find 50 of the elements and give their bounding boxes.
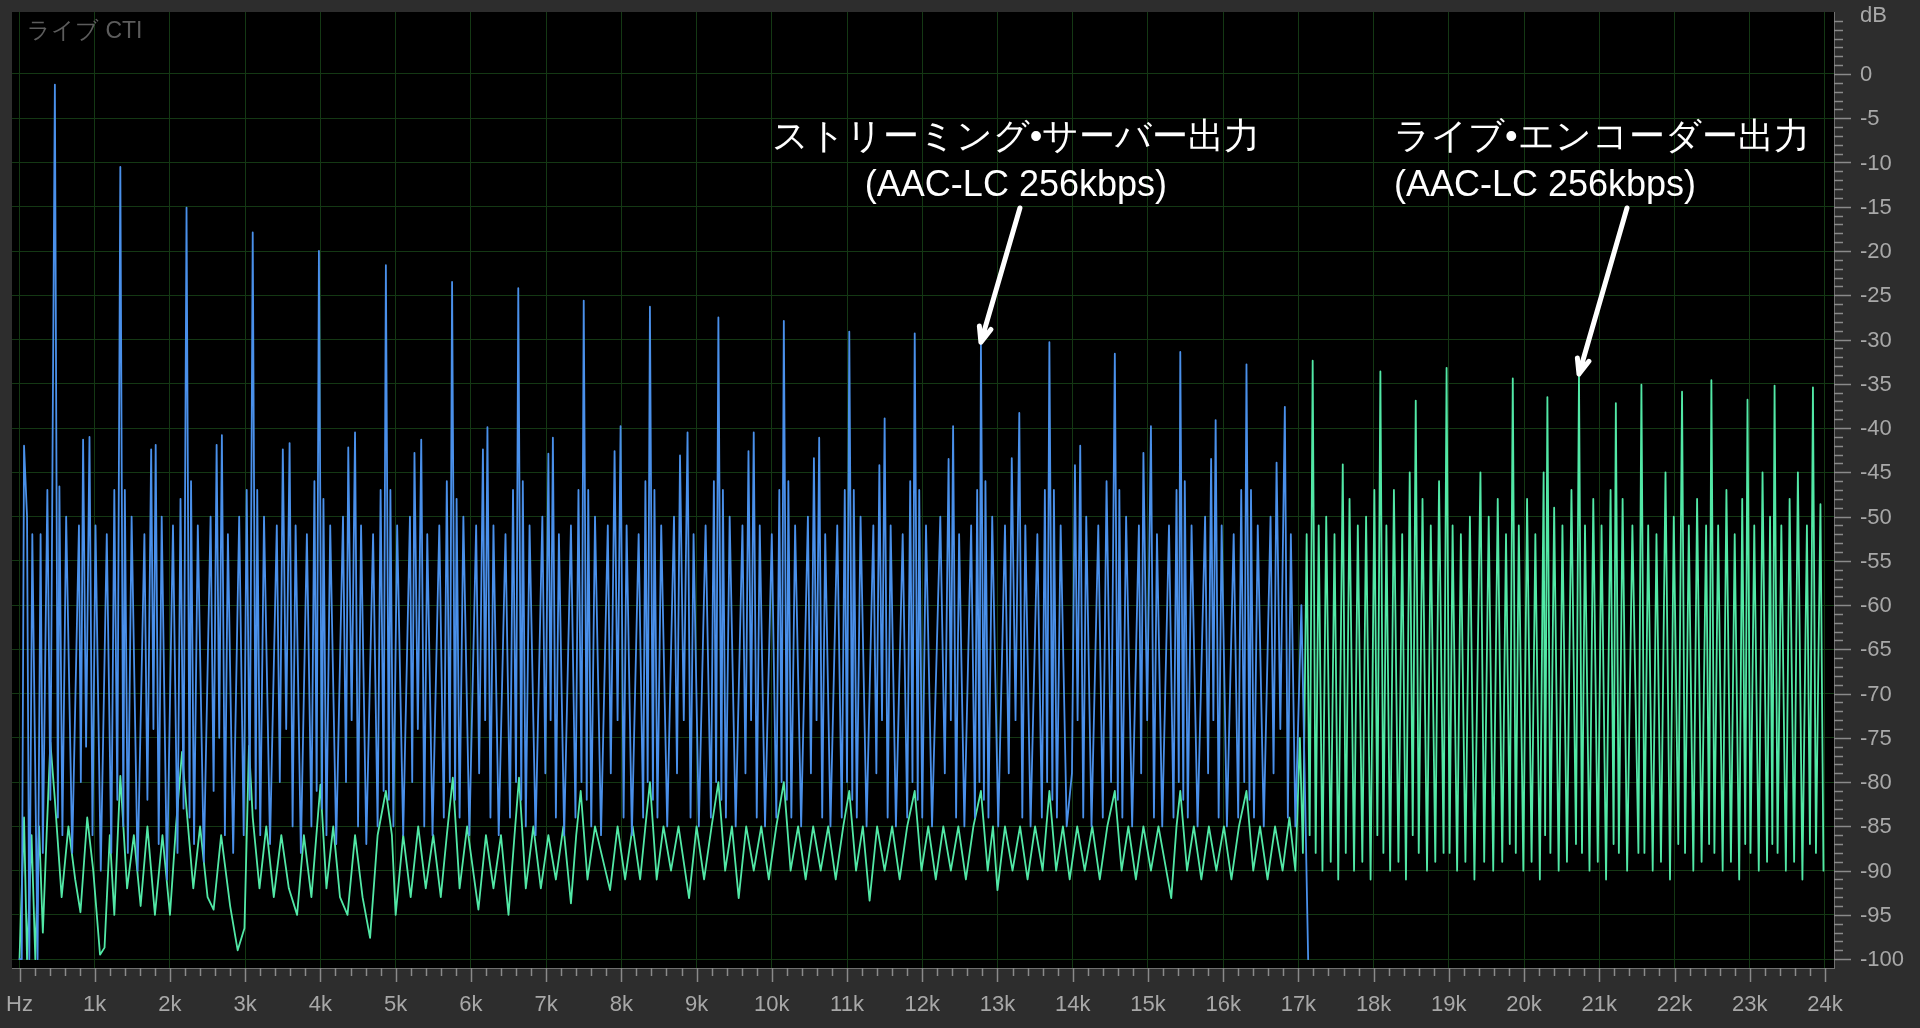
- x-tick-label: 12k: [904, 991, 941, 1017]
- annotation: ライブ•エンコーダー出力(AAC-LC 256kbps): [1393, 114, 1810, 204]
- y-tick-label: -45: [1860, 459, 1892, 485]
- x-tick-label: 2k: [158, 991, 183, 1017]
- x-tick-label: 18k: [1355, 991, 1393, 1017]
- x-tick-label: 3k: [233, 991, 258, 1017]
- x-tick-label: 6k: [459, 991, 484, 1017]
- y-tick-label: -75: [1860, 724, 1892, 750]
- y-tick-label: -40: [1860, 415, 1892, 441]
- y-tick-label: -55: [1860, 547, 1892, 573]
- y-tick-label: -50: [1860, 503, 1892, 529]
- y-tick-label: -60: [1860, 592, 1892, 618]
- x-tick-label: 9k: [684, 991, 710, 1017]
- y-tick-label: -20: [1860, 238, 1892, 264]
- annotation: ストリーミング•サーバー出力(AAC-LC 256kbps): [771, 114, 1261, 204]
- y-tick-label: -85: [1860, 813, 1892, 839]
- x-tick-label: 10k: [754, 991, 791, 1017]
- x-tick-label: 23k: [1732, 991, 1769, 1017]
- x-tick-label: 21k: [1581, 991, 1619, 1017]
- x-tick-label: 22k: [1656, 991, 1694, 1017]
- x-tick-label: Hz: [6, 991, 33, 1017]
- x-tick-label: 19k: [1431, 991, 1468, 1017]
- x-tick-label: 16k: [1205, 991, 1242, 1017]
- y-tick-label: -25: [1860, 282, 1892, 308]
- y-tick-label: -90: [1860, 857, 1892, 883]
- y-tick-label: -100: [1860, 946, 1905, 972]
- y-tick-label: -5: [1860, 105, 1880, 131]
- x-tick-label: 24k: [1807, 991, 1844, 1017]
- x-tick-label: 20k: [1506, 991, 1543, 1017]
- x-tick-label: 7k: [534, 991, 559, 1017]
- y-tick-label: -80: [1860, 769, 1892, 795]
- x-tick-label: 14k: [1054, 991, 1092, 1017]
- x-tick-label: 11k: [830, 991, 865, 1017]
- y-axis-title: dB: [1860, 2, 1887, 28]
- x-tick-label: 15k: [1130, 991, 1167, 1017]
- x-tick-label: 17k: [1280, 991, 1318, 1017]
- y-tick-label: -70: [1860, 680, 1892, 706]
- x-tick-label: 5k: [384, 991, 409, 1017]
- annotation: ライブ CTI: [27, 17, 143, 44]
- x-tick-label: 8k: [609, 991, 634, 1017]
- x-tick-label: 13k: [979, 991, 1017, 1017]
- x-tick-label: 1k: [83, 991, 108, 1017]
- y-tick-label: -35: [1860, 370, 1892, 396]
- y-tick-label: -15: [1860, 193, 1892, 219]
- y-tick-label: -95: [1860, 901, 1892, 927]
- y-tick-label: -65: [1860, 636, 1892, 662]
- y-tick-label: -30: [1860, 326, 1892, 352]
- y-tick-label: 0: [1860, 61, 1873, 87]
- y-tick-label: -10: [1860, 149, 1892, 175]
- x-tick-label: 4k: [308, 991, 334, 1017]
